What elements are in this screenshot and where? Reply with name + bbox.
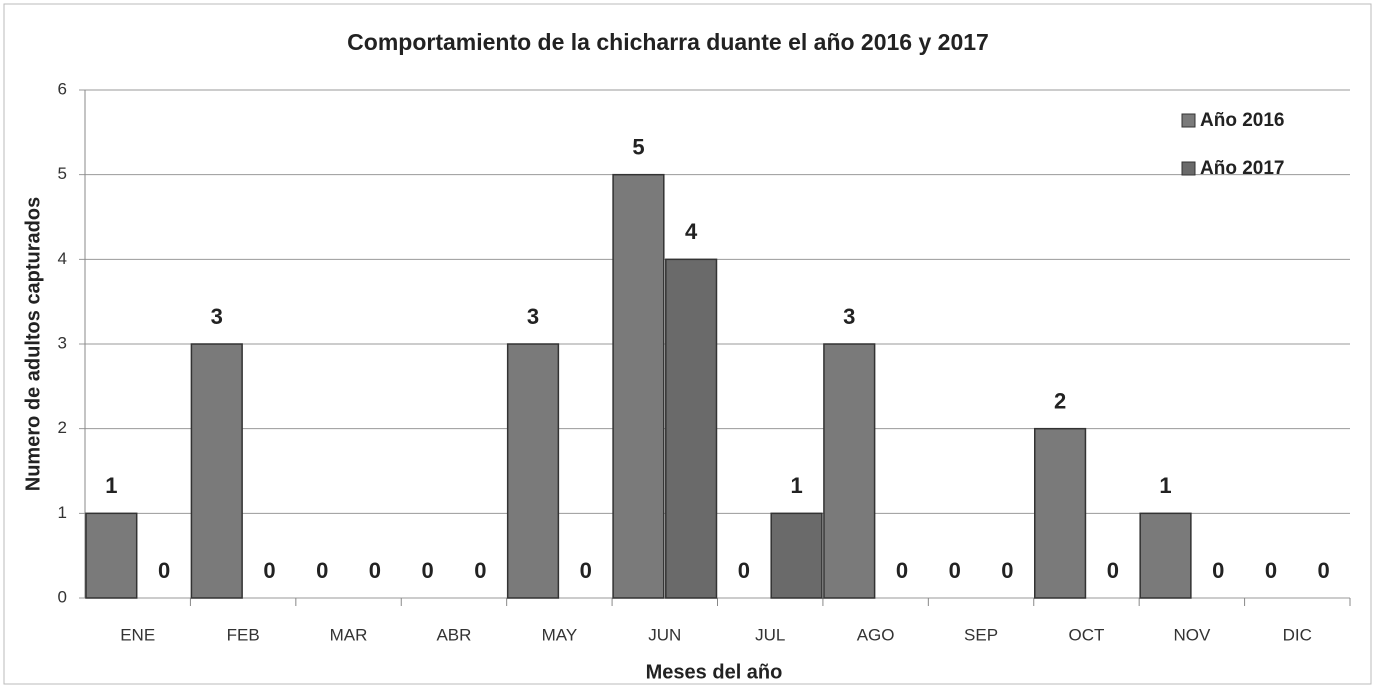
x-tick-label: SEP: [964, 625, 998, 644]
bar: [190, 343, 243, 599]
legend-swatch: [1181, 161, 1196, 176]
y-tick-label: 0: [58, 587, 67, 606]
legend-label: Año 2016: [1200, 110, 1284, 131]
data-label: 0: [1265, 558, 1277, 583]
data-label: 0: [1107, 558, 1119, 583]
data-label: 0: [580, 558, 592, 583]
y-tick-label: 3: [58, 333, 67, 352]
chart-title: Comportamiento de la chicharra duante el…: [347, 29, 989, 55]
bar: [665, 258, 718, 599]
data-label: 1: [790, 473, 802, 498]
x-tick-label: AGO: [857, 625, 895, 644]
x-tick-label: JUN: [648, 625, 681, 644]
x-tick-label: JUL: [755, 625, 785, 644]
x-tick-label: FEB: [227, 625, 260, 644]
x-tick-label: ABR: [436, 625, 471, 644]
bar: [1139, 512, 1192, 599]
data-label: 0: [158, 558, 170, 583]
y-tick-label: 6: [58, 79, 67, 98]
data-label: 3: [527, 304, 539, 329]
bar: [770, 512, 823, 599]
data-label: 0: [1001, 558, 1013, 583]
data-label: 0: [738, 558, 750, 583]
bar: [1034, 427, 1087, 599]
data-label: 0: [474, 558, 486, 583]
bar: [612, 173, 665, 599]
y-tick-label: 4: [58, 249, 67, 268]
data-label: 1: [105, 473, 117, 498]
data-label: 0: [1212, 558, 1224, 583]
y-tick-label: 1: [58, 503, 67, 522]
data-label: 0: [421, 558, 433, 583]
y-tick-label: 5: [58, 164, 67, 183]
data-label: 3: [211, 304, 223, 329]
x-tick-label: ENE: [120, 625, 155, 644]
data-label: 0: [896, 558, 908, 583]
data-label: 2: [1054, 388, 1066, 413]
data-label: 4: [685, 219, 698, 244]
data-label: 0: [369, 558, 381, 583]
x-tick-label: OCT: [1069, 625, 1105, 644]
data-label: 3: [843, 304, 855, 329]
bar: [506, 343, 560, 599]
x-tick-label: NOV: [1173, 625, 1211, 644]
data-label: 0: [263, 558, 275, 583]
data-label: 0: [316, 558, 328, 583]
bar: [85, 512, 138, 599]
legend-swatch: [1181, 113, 1196, 128]
data-label: 0: [1318, 558, 1330, 583]
x-tick-label: MAR: [330, 625, 368, 644]
y-axis-title: Numero de adultos capturados: [22, 197, 44, 492]
data-label: 1: [1159, 473, 1171, 498]
x-tick-label: MAY: [542, 625, 578, 644]
data-label: 0: [949, 558, 961, 583]
bar: [823, 343, 876, 599]
x-axis-title: Meses del año: [646, 661, 783, 683]
data-label: 5: [632, 134, 644, 159]
y-tick-label: 2: [58, 418, 67, 437]
legend-label: Año 2017: [1200, 158, 1284, 179]
x-tick-label: DIC: [1283, 625, 1312, 644]
